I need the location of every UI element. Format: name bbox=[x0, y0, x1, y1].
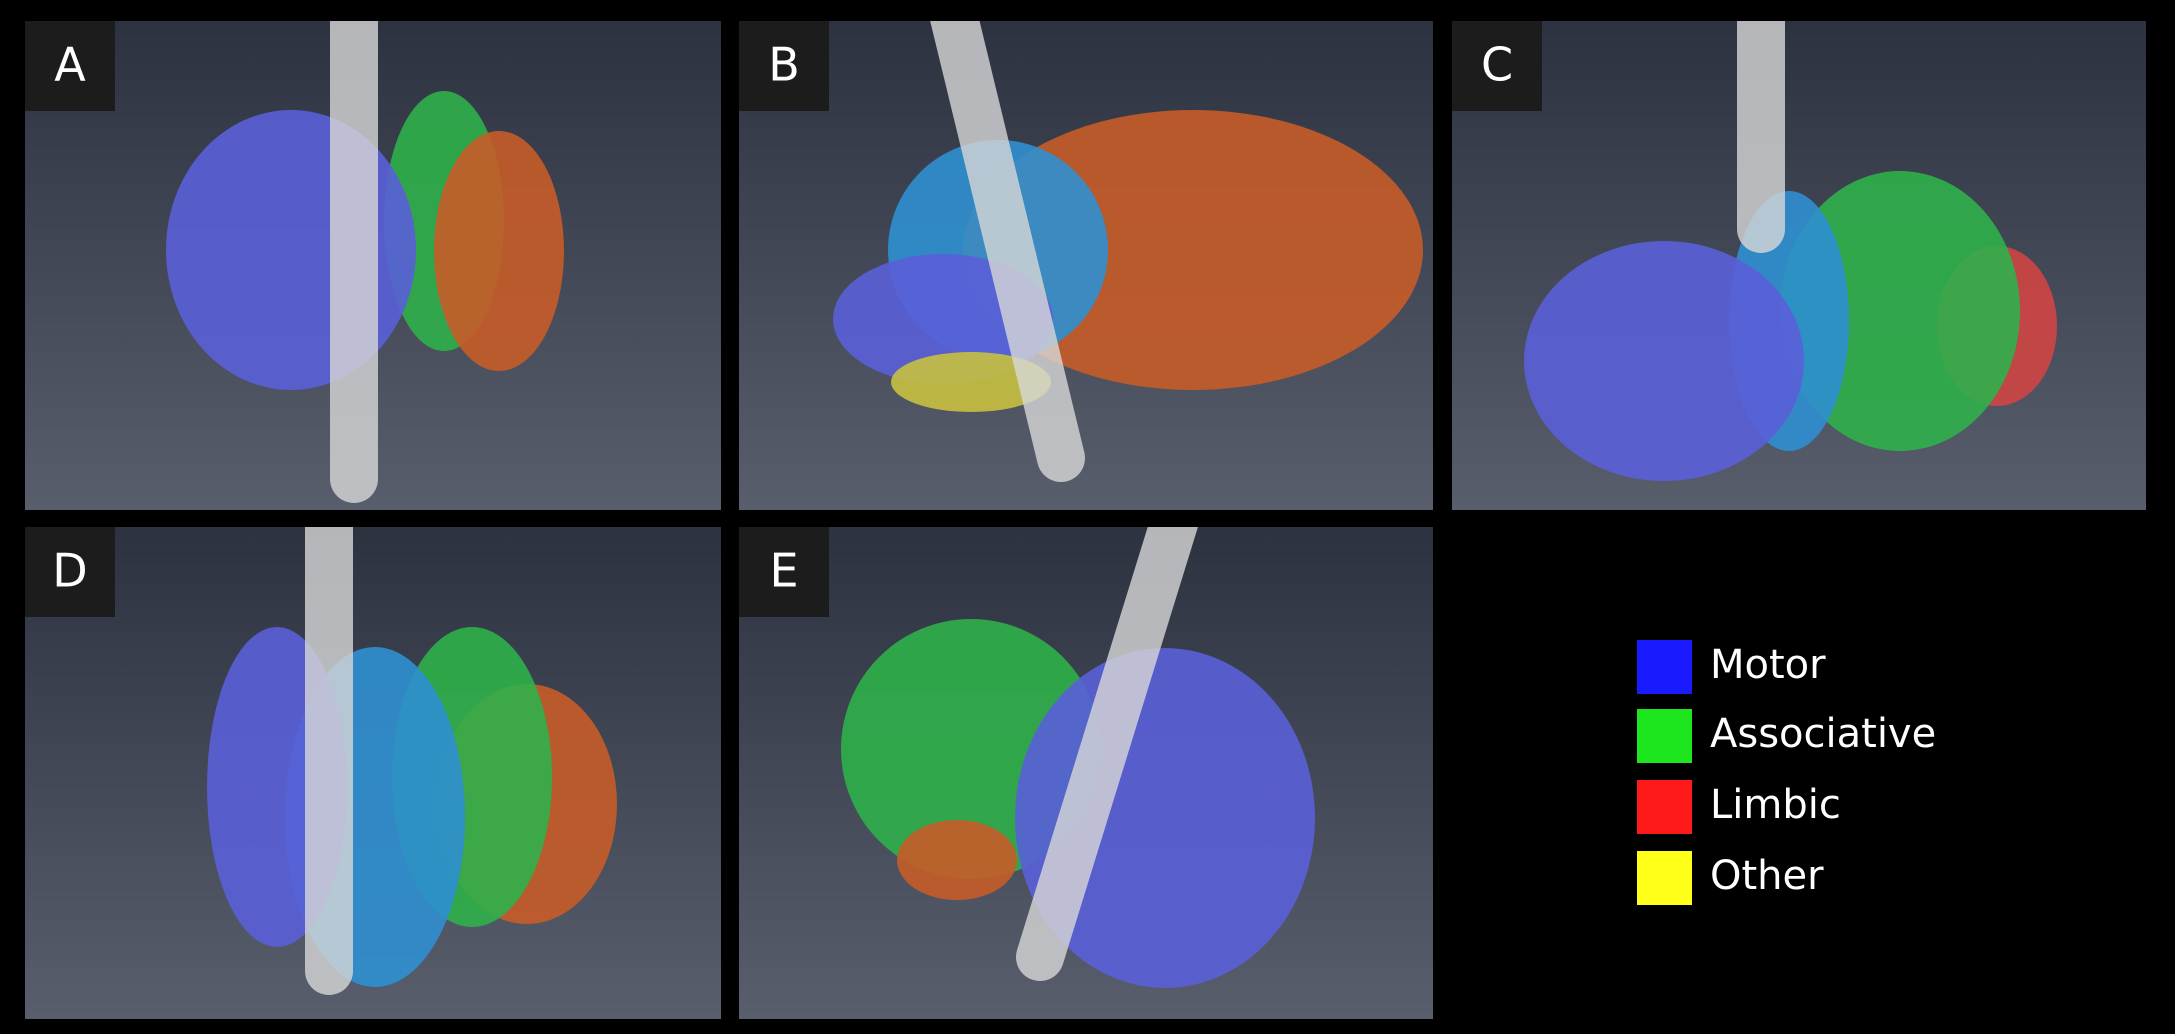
panel: B bbox=[739, 1, 1433, 510]
panel-label: E bbox=[769, 544, 798, 598]
panel: D bbox=[25, 507, 721, 1019]
legend-swatch bbox=[1637, 709, 1692, 763]
panel: C bbox=[1452, 1, 2146, 510]
panel: E bbox=[739, 507, 1433, 1019]
panel-label: B bbox=[768, 38, 800, 92]
legend-swatch bbox=[1637, 640, 1692, 694]
structure bbox=[434, 131, 564, 371]
legend-label: Limbic bbox=[1710, 782, 1841, 828]
structure bbox=[1524, 241, 1804, 481]
panel: A bbox=[25, 1, 721, 510]
panel-label: C bbox=[1481, 38, 1513, 92]
structure bbox=[897, 820, 1017, 900]
panel-label: A bbox=[54, 38, 86, 92]
legend-label: Other bbox=[1710, 853, 1824, 899]
figure: A B C D E Motor Associative Limbic Other bbox=[0, 0, 2175, 1034]
legend-label: Associative bbox=[1710, 711, 1936, 757]
legend-label: Motor bbox=[1710, 642, 1826, 688]
legend-swatch bbox=[1637, 780, 1692, 834]
structure bbox=[166, 110, 416, 390]
panel-label: D bbox=[52, 544, 87, 598]
legend-swatch bbox=[1637, 851, 1692, 905]
